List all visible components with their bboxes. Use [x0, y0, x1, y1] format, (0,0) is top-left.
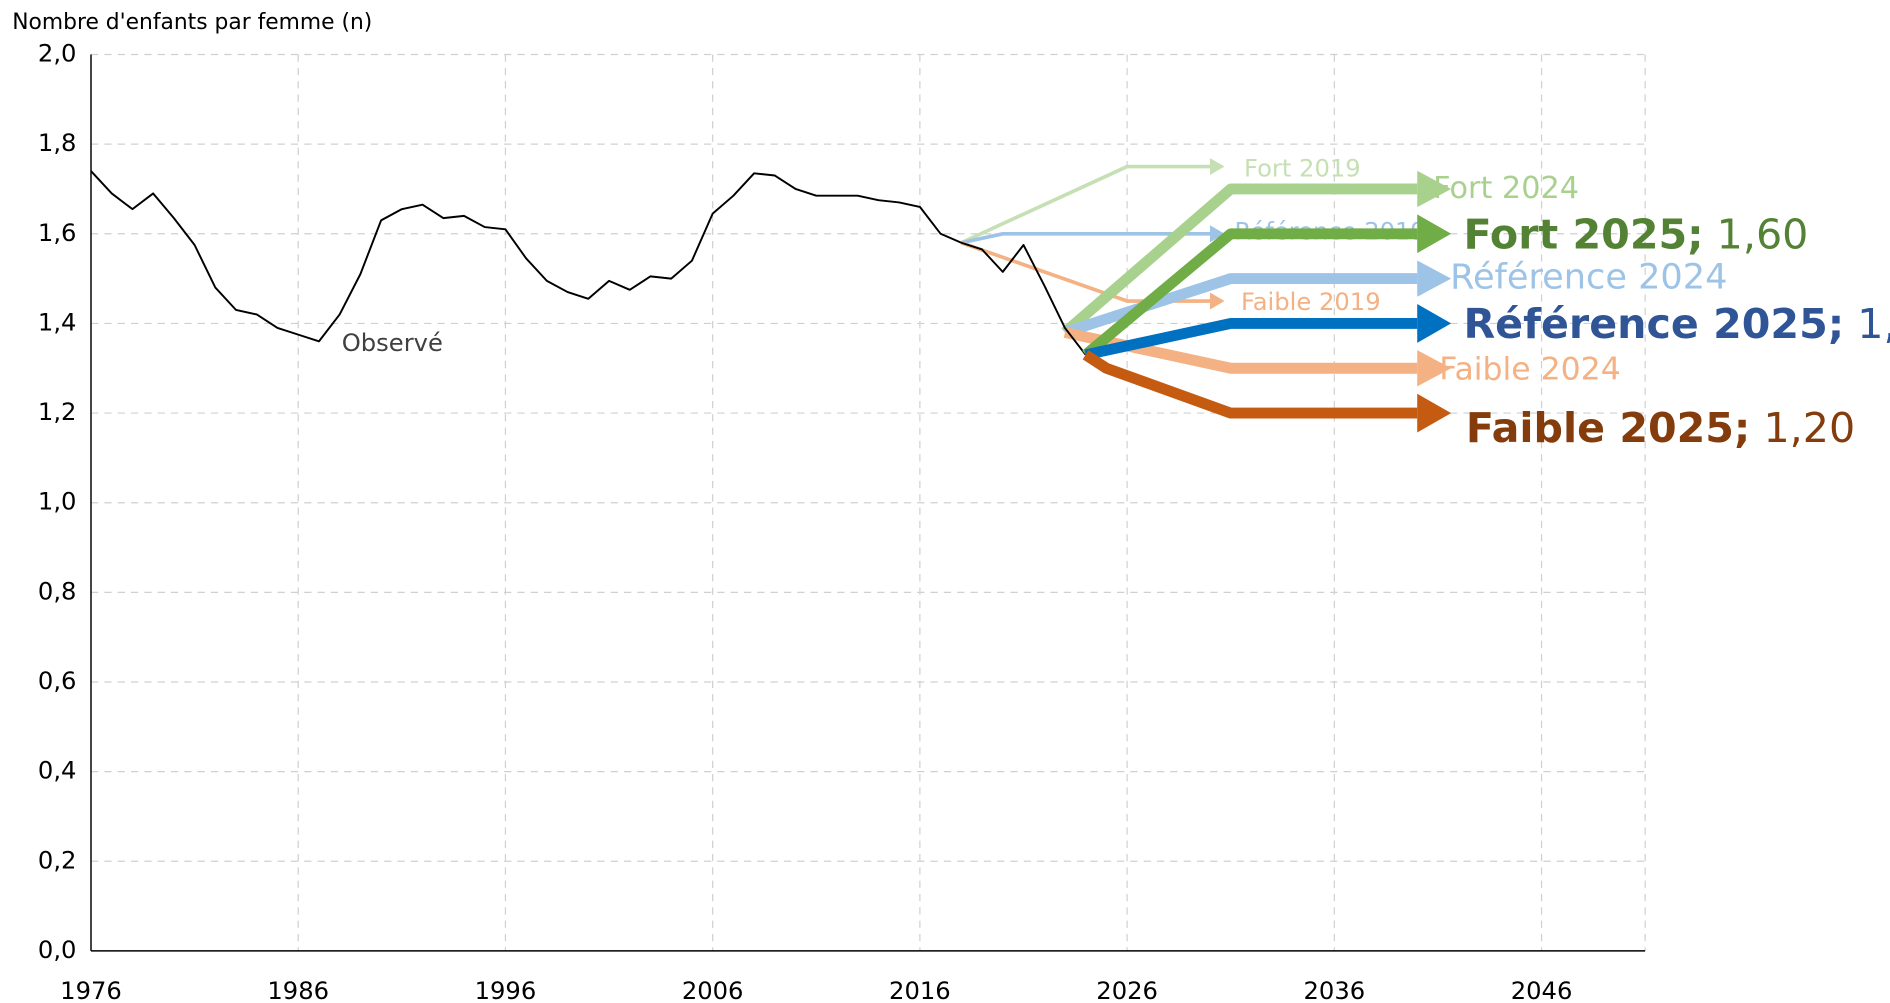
series-line [1061, 183, 1418, 337]
x-tick-label: 2016 [889, 977, 951, 1003]
y-tick-label: 1,6 [38, 219, 77, 247]
series-name: Faible 2024 [1439, 352, 1621, 388]
series-name: Fort 2019 [1244, 155, 1361, 183]
series-label: Faible 2019 [1241, 288, 1381, 316]
y-tick-label: 1,0 [38, 488, 77, 516]
series-label: Faible 2025; 1,20 [1466, 404, 1855, 452]
y-tick-label: 0,2 [38, 846, 77, 874]
series-name: Fort 2025; [1463, 210, 1703, 258]
arrow-head [1417, 304, 1452, 343]
series-name: Référence 2024 [1450, 257, 1727, 298]
arrow-head [1417, 393, 1452, 433]
series-label: Observé [342, 329, 443, 357]
arrow-head [1209, 225, 1225, 243]
x-tick-label: 1996 [475, 977, 537, 1003]
x-tick-label: 2046 [1511, 977, 1573, 1003]
y-tick-label: 0,6 [38, 667, 77, 695]
series-label: Référence 2025; 1,40 [1463, 300, 1890, 348]
series-label: Fort 2025; 1,60 [1463, 210, 1808, 258]
series-line [1063, 273, 1418, 338]
series-name: Fort 2024 [1433, 170, 1579, 205]
series-line [960, 231, 1210, 245]
x-tick-label: 2026 [1096, 977, 1158, 1003]
y-tick-label: 0,0 [38, 936, 77, 964]
x-tick-label: 1976 [60, 977, 122, 1003]
value-label: 1,20 [1763, 404, 1855, 452]
series-label: Faible 2024 [1439, 352, 1621, 388]
arrow-head [1417, 214, 1452, 254]
x-tick-label: 2006 [682, 977, 744, 1003]
series-line [90, 170, 1087, 356]
y-tick-label: 1,2 [38, 398, 77, 426]
series-line [1082, 350, 1418, 419]
series-name: Faible 2019 [1241, 288, 1381, 316]
y-axis-label: Nombre d'enfants par femme (n) [12, 10, 372, 35]
value-label: 1,60 [1717, 210, 1809, 258]
y-tick-label: 2,0 [38, 40, 77, 68]
series-label: Fort 2024 [1433, 170, 1579, 205]
arrow-head [1417, 260, 1452, 297]
series-name: Faible 2025; [1466, 404, 1751, 452]
arrow-head [1209, 158, 1225, 176]
arrow-head [1209, 292, 1225, 310]
value-label: 1,40 [1857, 300, 1890, 348]
arrow-head [1417, 170, 1452, 208]
series-name: Observé [342, 329, 443, 357]
series-line [960, 164, 1210, 245]
series-line [960, 241, 1210, 303]
series-name: Référence 2025; [1463, 300, 1844, 348]
series-label: Fort 2019 [1244, 155, 1361, 183]
x-tick-label: 2036 [1304, 977, 1366, 1003]
y-tick-label: 1,4 [38, 308, 77, 336]
y-tick-label: 1,8 [38, 129, 77, 157]
y-tick-label: 0,8 [38, 577, 77, 605]
series-line [1084, 317, 1418, 361]
arrow-head [1417, 350, 1452, 387]
y-tick-label: 0,4 [38, 757, 77, 785]
series-label: Référence 2024 [1450, 257, 1727, 298]
x-tick-label: 1986 [267, 977, 329, 1003]
series-line [1082, 228, 1418, 359]
